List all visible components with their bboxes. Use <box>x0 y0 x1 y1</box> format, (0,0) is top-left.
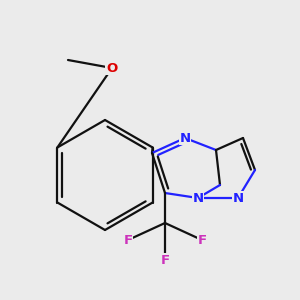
Text: F: F <box>123 233 133 247</box>
Text: O: O <box>106 61 118 74</box>
Text: F: F <box>160 254 169 266</box>
Text: N: N <box>232 191 244 205</box>
Text: N: N <box>192 191 204 205</box>
Text: F: F <box>197 233 207 247</box>
Text: O: O <box>106 61 118 74</box>
Text: N: N <box>179 131 191 145</box>
